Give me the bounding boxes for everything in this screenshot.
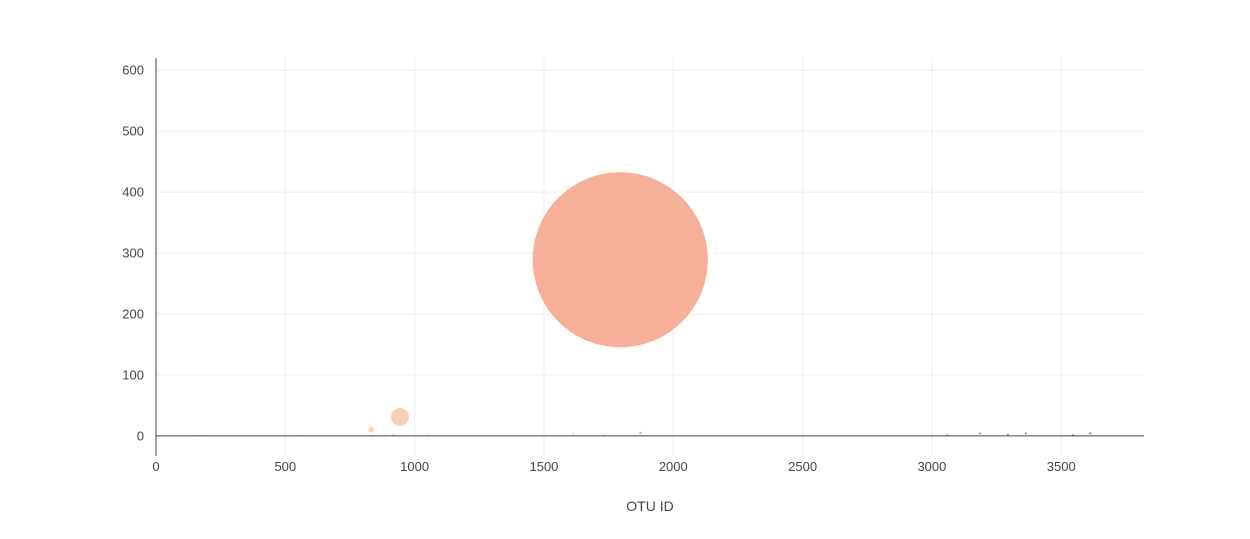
bubble-point bbox=[367, 426, 375, 434]
x-tick-label: 0 bbox=[152, 459, 159, 474]
x-tick-labels: 0 500 1000 1500 2000 2500 3000 3500 bbox=[152, 459, 1075, 474]
y-tick-label: 600 bbox=[122, 63, 144, 78]
x-axis-title: OTU ID bbox=[626, 498, 673, 514]
x-tick-label: 1500 bbox=[529, 459, 558, 474]
bubble-point bbox=[571, 432, 575, 436]
bubble-point bbox=[1024, 431, 1028, 435]
y-tick-label: 500 bbox=[122, 124, 144, 139]
y-tick-label: 200 bbox=[122, 306, 144, 321]
y-tick-label: 400 bbox=[122, 185, 144, 200]
bubble-point bbox=[1088, 431, 1092, 435]
x-tick-label: 500 bbox=[274, 459, 296, 474]
x-tick-label: 1000 bbox=[400, 459, 429, 474]
y-tick-label: 0 bbox=[137, 428, 144, 443]
axes bbox=[155, 58, 1144, 456]
y-tick-label: 300 bbox=[122, 246, 144, 261]
bubbles bbox=[198, 171, 1092, 438]
bubble-point bbox=[638, 431, 643, 435]
x-tick-label: 3000 bbox=[917, 459, 946, 474]
x-tick-label: 2000 bbox=[659, 459, 688, 474]
bubble-point bbox=[978, 431, 982, 435]
bubble-point bbox=[389, 407, 410, 427]
bubble-point bbox=[531, 171, 709, 349]
y-tick-label: 100 bbox=[122, 367, 144, 382]
x-tick-label: 2500 bbox=[788, 459, 817, 474]
x-tick-label: 3500 bbox=[1047, 459, 1076, 474]
y-tick-labels: 0 100 200 300 400 500 600 bbox=[122, 63, 144, 444]
